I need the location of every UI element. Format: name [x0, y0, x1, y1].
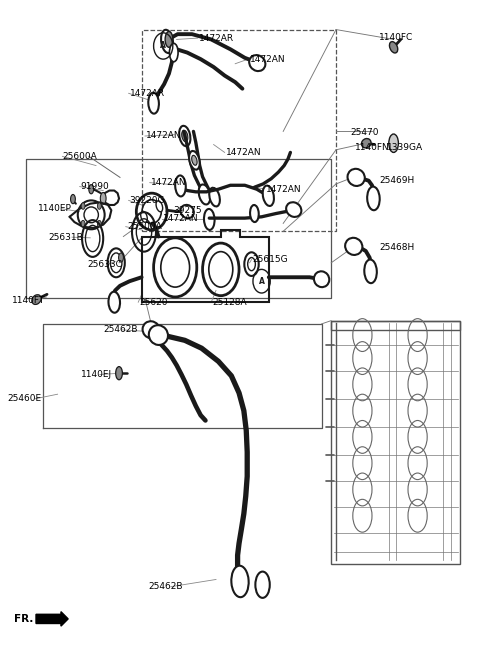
Text: 1140FC: 1140FC: [379, 33, 413, 42]
Ellipse shape: [192, 155, 197, 166]
Ellipse shape: [169, 43, 178, 62]
Ellipse shape: [286, 202, 301, 217]
Text: A: A: [259, 277, 264, 286]
Ellipse shape: [108, 292, 120, 313]
Text: 39220G: 39220G: [130, 196, 165, 205]
Ellipse shape: [180, 205, 194, 218]
Text: 25128A: 25128A: [212, 298, 247, 307]
Text: 1472AN: 1472AN: [250, 55, 285, 64]
Text: 25631B: 25631B: [48, 233, 83, 242]
Ellipse shape: [361, 139, 371, 148]
Text: 1472AN: 1472AN: [226, 148, 261, 157]
Ellipse shape: [89, 185, 94, 194]
Text: 25620: 25620: [139, 298, 168, 307]
Text: 1140EP: 1140EP: [38, 204, 72, 214]
Ellipse shape: [249, 55, 265, 71]
Ellipse shape: [175, 175, 186, 196]
Ellipse shape: [231, 566, 249, 597]
Text: A: A: [160, 41, 166, 51]
Ellipse shape: [143, 321, 160, 338]
Text: 1472AR: 1472AR: [199, 34, 234, 43]
Text: 25500A: 25500A: [127, 222, 162, 231]
Text: 1472AN: 1472AN: [266, 185, 302, 194]
Ellipse shape: [119, 253, 123, 262]
Ellipse shape: [389, 41, 398, 53]
Ellipse shape: [148, 93, 159, 114]
Text: 1472AN: 1472AN: [151, 178, 187, 187]
Ellipse shape: [345, 238, 362, 255]
Ellipse shape: [100, 193, 106, 204]
Ellipse shape: [348, 169, 365, 186]
Text: 25468H: 25468H: [379, 242, 414, 252]
Ellipse shape: [116, 367, 122, 380]
Text: FR.: FR.: [14, 614, 34, 624]
Ellipse shape: [141, 212, 147, 222]
Text: 1140FT: 1140FT: [12, 296, 45, 305]
Ellipse shape: [364, 260, 377, 283]
Text: 1472AN: 1472AN: [146, 131, 182, 141]
FancyArrow shape: [36, 612, 68, 626]
Ellipse shape: [209, 188, 220, 206]
Ellipse shape: [165, 32, 173, 47]
Ellipse shape: [81, 220, 85, 227]
Ellipse shape: [189, 151, 200, 170]
Ellipse shape: [156, 201, 163, 212]
Text: 25462B: 25462B: [103, 325, 138, 334]
Ellipse shape: [263, 186, 274, 206]
Text: 25633C: 25633C: [88, 260, 123, 269]
Ellipse shape: [32, 295, 41, 304]
Text: 1140EJ: 1140EJ: [81, 370, 112, 379]
Text: 25462B: 25462B: [149, 582, 183, 591]
Text: 1339GA: 1339GA: [387, 143, 423, 152]
Text: 25600A: 25600A: [62, 152, 97, 161]
Ellipse shape: [161, 30, 173, 53]
Text: 25470: 25470: [350, 127, 379, 137]
Text: 25615G: 25615G: [252, 255, 288, 264]
Text: 25469H: 25469H: [379, 175, 414, 185]
Text: 25460E: 25460E: [7, 394, 41, 403]
Ellipse shape: [199, 185, 210, 204]
Ellipse shape: [149, 325, 168, 345]
Text: 39275: 39275: [173, 206, 202, 215]
Ellipse shape: [71, 194, 75, 204]
Ellipse shape: [314, 271, 329, 287]
Ellipse shape: [97, 203, 101, 210]
Ellipse shape: [97, 220, 101, 227]
Ellipse shape: [182, 130, 188, 142]
Ellipse shape: [81, 203, 85, 210]
Ellipse shape: [250, 205, 259, 222]
Ellipse shape: [179, 126, 191, 146]
Text: 1140FN: 1140FN: [355, 143, 390, 152]
Text: 91990: 91990: [81, 182, 109, 191]
Ellipse shape: [367, 187, 380, 210]
Ellipse shape: [389, 134, 398, 152]
Text: 1472AN: 1472AN: [163, 214, 199, 223]
Text: 1472AR: 1472AR: [130, 89, 165, 98]
Ellipse shape: [204, 209, 215, 230]
